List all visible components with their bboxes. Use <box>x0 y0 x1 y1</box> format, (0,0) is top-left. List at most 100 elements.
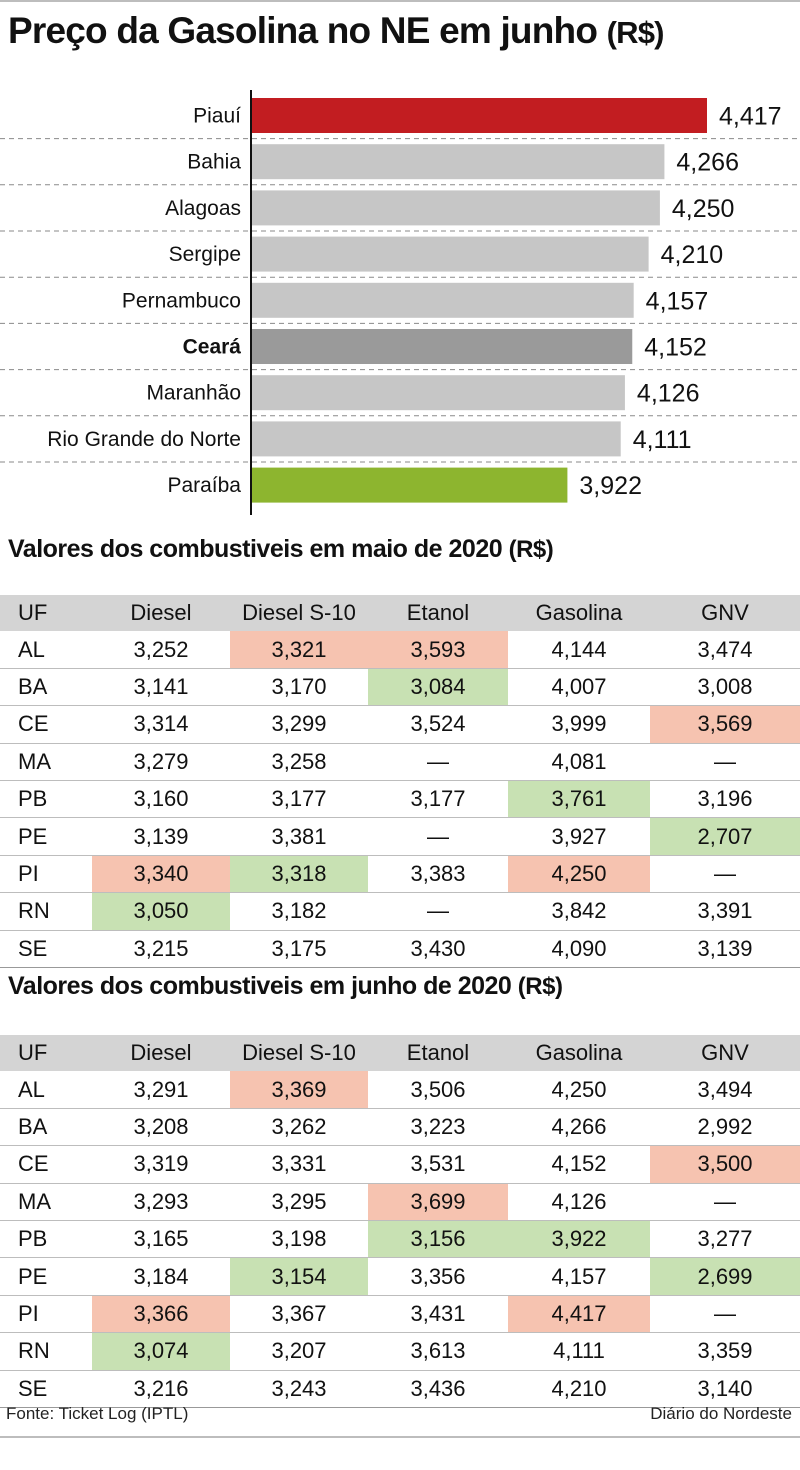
table-header-row: UF Diesel Diesel S-10 Etanol Gasolina GNV <box>0 595 800 632</box>
price-cell: 4,157 <box>508 1257 650 1296</box>
price-cell: 3,366 <box>92 1295 230 1334</box>
table-row: SE 3,216 3,243 3,436 4,210 3,140 <box>0 1370 800 1408</box>
bar-category-label: Bahia <box>187 151 241 174</box>
price-cell: 3,175 <box>230 930 368 968</box>
price-cell: 4,111 <box>508 1332 650 1371</box>
bar-category-label: Rio Grande do Norte <box>47 428 241 451</box>
price-cell: 3,291 <box>92 1071 230 1109</box>
price-cell: 3,262 <box>230 1108 368 1147</box>
state-cell: CE <box>0 705 92 744</box>
bar-value-label: 3,922 <box>579 472 642 500</box>
price-cell: 3,506 <box>368 1071 508 1109</box>
price-cell: 4,152 <box>508 1145 650 1184</box>
column-header: GNV <box>650 595 800 632</box>
price-cell: 4,250 <box>508 1071 650 1109</box>
table-row: AL 3,291 3,369 3,506 4,250 3,494 <box>0 1071 800 1109</box>
price-cell: 3,223 <box>368 1108 508 1147</box>
state-cell: PI <box>0 855 92 894</box>
state-cell: PB <box>0 780 92 819</box>
bar-category-label: Alagoas <box>165 197 241 220</box>
bar-value-label: 4,417 <box>719 103 782 131</box>
table-row: PE 3,139 3,381—3,927 2,707 <box>0 817 800 856</box>
price-cell: 3,139 <box>92 817 230 856</box>
state-cell: MA <box>0 743 92 781</box>
bar <box>251 467 568 503</box>
price-cell: 3,141 <box>92 668 230 707</box>
state-cell: PB <box>0 1220 92 1259</box>
price-cell: 3,922 <box>508 1220 650 1259</box>
price-cell: — <box>368 743 508 781</box>
table-row: BA 3,141 3,170 3,084 4,007 3,008 <box>0 668 800 707</box>
bar-row: Maranhão 4,126 <box>0 375 800 417</box>
price-cell: 3,391 <box>650 892 800 931</box>
bar-value-label: 4,266 <box>676 149 739 177</box>
price-cell: 3,074 <box>92 1332 230 1371</box>
bar-category-label: Paraíba <box>167 474 241 497</box>
state-cell: CE <box>0 1145 92 1184</box>
june-table-title: Valores dos combustiveis em junho de 202… <box>8 972 563 1001</box>
bar-value-label: 4,126 <box>637 380 700 408</box>
price-cell: 2,992 <box>650 1108 800 1147</box>
state-cell: BA <box>0 668 92 707</box>
bar-row: Piauí 4,417 <box>0 98 800 140</box>
table-row: SE 3,215 3,175 3,430 4,090 3,139 <box>0 930 800 968</box>
may-fuel-table: UF Diesel Diesel S-10 Etanol Gasolina GNV AL 3… <box>0 595 800 968</box>
column-header: Diesel S-10 <box>230 1035 368 1072</box>
price-cell: 3,999 <box>508 705 650 744</box>
price-cell: 2,699 <box>650 1257 800 1296</box>
table-row: PI 3,366 3,367 3,431 4,417— <box>0 1295 800 1334</box>
price-cell: — <box>650 743 800 781</box>
price-cell: 3,569 <box>650 705 800 744</box>
column-header: Gasolina <box>508 595 650 632</box>
price-cell: 3,321 <box>230 631 368 669</box>
price-cell: 3,295 <box>230 1183 368 1221</box>
price-cell: 3,243 <box>230 1370 368 1408</box>
price-cell: 3,084 <box>368 668 508 707</box>
price-cell: 4,144 <box>508 631 650 669</box>
bar-row: Ceará 4,152 <box>0 329 800 371</box>
bar-row: Sergipe 4,210 <box>0 236 800 278</box>
price-cell: — <box>650 855 800 894</box>
price-cell: 3,198 <box>230 1220 368 1259</box>
column-header: Diesel S-10 <box>230 595 368 632</box>
price-cell: 3,165 <box>92 1220 230 1259</box>
column-header: Gasolina <box>508 1035 650 1072</box>
june-table-title-text: Valores dos combustiveis em junho de 202… <box>8 972 512 1000</box>
price-cell: 3,279 <box>92 743 230 781</box>
state-cell: SE <box>0 930 92 968</box>
bar <box>251 144 665 180</box>
price-cell: 3,331 <box>230 1145 368 1184</box>
may-table-title: Valores dos combustiveis em maio de 2020… <box>8 535 554 564</box>
bar-value-label: 4,152 <box>644 334 707 362</box>
may-table-title-text: Valores dos combustiveis em maio de 2020 <box>8 535 503 563</box>
price-cell: 3,277 <box>650 1220 800 1259</box>
price-cell: 3,207 <box>230 1332 368 1371</box>
price-cell: — <box>650 1295 800 1334</box>
state-cell: RN <box>0 892 92 931</box>
price-cell: 3,381 <box>230 817 368 856</box>
bar-row: Pernambuco 4,157 <box>0 282 800 324</box>
price-cell: 3,367 <box>230 1295 368 1334</box>
price-cell: 3,494 <box>650 1071 800 1109</box>
price-cell: 3,436 <box>368 1370 508 1408</box>
price-cell: — <box>368 892 508 931</box>
table-row: PI 3,340 3,318 3,383 4,250— <box>0 855 800 894</box>
price-cell: 3,314 <box>92 705 230 744</box>
price-cell: 3,252 <box>92 631 230 669</box>
table-row: PB 3,165 3,198 3,156 3,922 3,277 <box>0 1220 800 1259</box>
page-title: Preço da Gasolina no NE em junho (R$) <box>8 10 665 52</box>
price-cell: 3,431 <box>368 1295 508 1334</box>
state-cell: AL <box>0 1071 92 1109</box>
bar-category-label: Ceará <box>183 336 242 359</box>
price-cell: 3,140 <box>650 1370 800 1408</box>
bar-value-label: 4,250 <box>672 195 735 223</box>
state-cell: PI <box>0 1295 92 1334</box>
price-cell: 3,318 <box>230 855 368 894</box>
bar-value-label: 4,210 <box>661 241 724 269</box>
june-fuel-table: UF Diesel Diesel S-10 Etanol Gasolina GNV AL 3… <box>0 1035 800 1408</box>
bar <box>251 421 621 457</box>
price-cell: 4,210 <box>508 1370 650 1408</box>
price-cell: 4,007 <box>508 668 650 707</box>
table-header-row: UF Diesel Diesel S-10 Etanol Gasolina GNV <box>0 1035 800 1072</box>
table-row: CE 3,314 3,299 3,524 3,999 3,569 <box>0 705 800 744</box>
